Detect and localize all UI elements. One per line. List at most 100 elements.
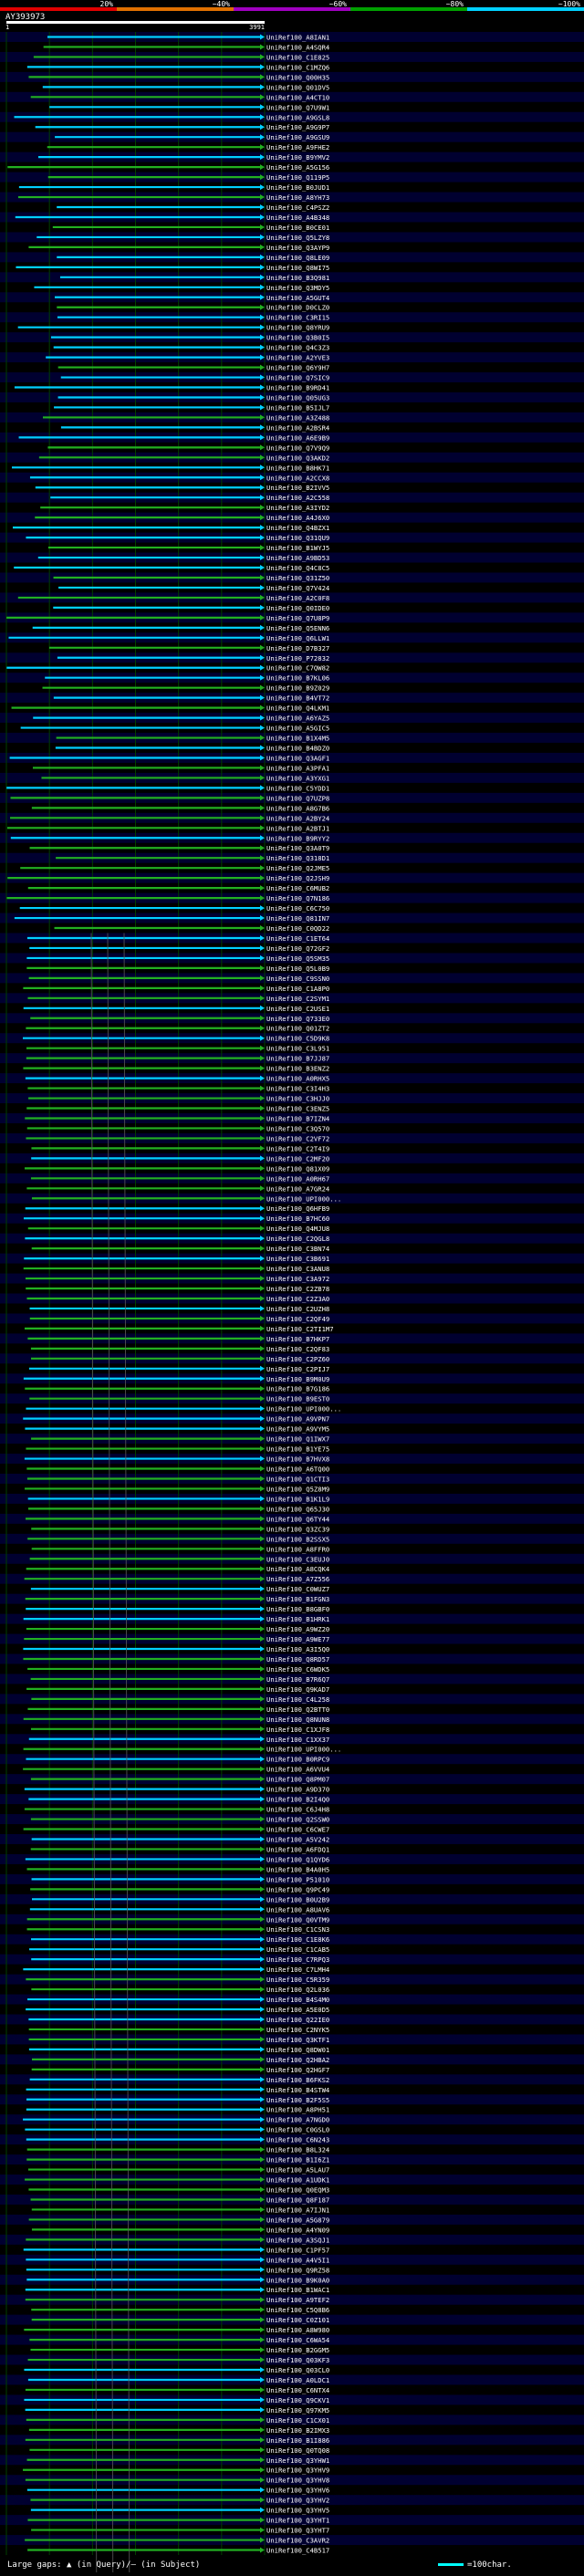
alignment-arrow	[260, 714, 265, 721]
alignment-arrow	[260, 2227, 265, 2233]
hit-label: UniRef100_B1I6Z1	[266, 2156, 329, 2164]
alignment-arrow	[260, 2357, 265, 2363]
hit-label: UniRef100_C2SYM1	[266, 995, 329, 1003]
hit-label: UniRef100_C2T4I9	[266, 1144, 329, 1152]
alignment-arrow	[260, 64, 265, 70]
row-band	[0, 151, 584, 162]
alignment-arrow	[260, 2376, 265, 2383]
alignment-arrow	[260, 795, 265, 801]
hit-label: UniRef100_B7IZN4	[266, 1114, 329, 1122]
hit-label: UniRef100_C9SSN0	[266, 975, 329, 983]
hit-label: UniRef100_B7KL06	[266, 674, 329, 683]
alignment-arrow	[260, 815, 265, 821]
alignment-arrow	[260, 264, 265, 270]
hit-label: UniRef100_A9TEF2	[266, 2296, 329, 2304]
hit-label: UniRef100_B2I4Q0	[266, 1796, 329, 1804]
alignment-arrow	[260, 825, 265, 831]
hit-label: UniRef100_B2GGM5	[266, 2346, 329, 2354]
alignment-arrow	[260, 1546, 265, 1552]
alignment-arrow	[260, 574, 265, 580]
row-band	[0, 1914, 584, 1924]
hit-label: UniRef100_A8G7B6	[266, 804, 329, 812]
alignment-arrow	[260, 2166, 265, 2173]
row-band	[0, 532, 584, 543]
alignment-arrow	[260, 1616, 265, 1622]
alignment-arrow	[260, 1665, 265, 1672]
row-band	[0, 1033, 584, 1044]
row-band	[0, 2154, 584, 2165]
hit-label: UniRef100_A4B348	[266, 214, 329, 222]
alignment-arrow	[260, 1375, 265, 1382]
alignment-arrow	[260, 1035, 265, 1041]
row-band	[0, 2195, 584, 2205]
scale-bar	[438, 2563, 464, 2566]
hit-label: UniRef100_Q3AKD2	[266, 454, 329, 462]
hit-label: UniRef100_Q7SIC9	[266, 374, 329, 382]
hit-label: UniRef100_A8FFR0	[266, 1545, 329, 1553]
query-ruler	[6, 21, 265, 24]
row-band	[0, 472, 584, 483]
alignment-arrow	[260, 1926, 265, 1933]
row-band	[0, 993, 584, 1004]
row-band	[0, 632, 584, 643]
alignment-arrow	[260, 2406, 265, 2413]
row-band	[0, 1834, 584, 1844]
hit-label: UniRef100_Q733E0	[266, 1015, 329, 1023]
alignment-arrow	[260, 374, 265, 381]
alignment-arrow	[260, 1105, 265, 1111]
alignment-arrow	[260, 745, 265, 751]
hit-label: UniRef100_A5GUT4	[266, 294, 329, 302]
alignment-arrow	[260, 1836, 265, 1842]
alignment-arrow	[260, 1536, 265, 1542]
row-band	[0, 1794, 584, 1805]
alignment-arrow	[260, 1425, 265, 1432]
hit-label: UniRef100_C1XX37	[266, 1736, 329, 1744]
hit-label: UniRef100_C3A972	[266, 1275, 329, 1283]
hit-label: UniRef100_C1CAB5	[266, 1945, 329, 1954]
hit-label: UniRef100_A5G156	[266, 163, 329, 172]
alignment-arrow	[260, 2537, 265, 2543]
hit-label: UniRef100_B3ENZ2	[266, 1065, 329, 1073]
hit-label: UniRef100_UPI000...	[266, 1746, 341, 1754]
alignment-arrow	[260, 1005, 265, 1011]
hit-label: UniRef100_B5IJL7	[266, 403, 329, 412]
alignment-arrow	[260, 444, 265, 451]
hit-label: UniRef100_Q7U8P9	[266, 614, 329, 622]
hit-label: UniRef100_C7RPQ3	[266, 1955, 329, 1964]
hit-label: UniRef100_B9EST0	[266, 1395, 329, 1403]
row-band	[0, 172, 584, 183]
hit-label: UniRef100_C1E825	[266, 53, 329, 61]
row-band	[0, 2274, 584, 2285]
alignment-arrow	[260, 1155, 265, 1162]
row-band	[0, 1253, 584, 1264]
hit-label: UniRef100_C2USE1	[266, 1005, 329, 1013]
hit-label: UniRef100_D7B327	[266, 644, 329, 652]
alignment-arrow	[260, 2086, 265, 2092]
alignment-arrow	[260, 224, 265, 230]
alignment-arrow	[260, 84, 265, 90]
hit-label: UniRef100_C2QF49	[266, 1315, 329, 1323]
hit-label: UniRef100_A6TQ00	[266, 1465, 329, 1474]
alignment-arrow	[260, 2396, 265, 2403]
hit-label: UniRef100_C5R359	[266, 1976, 329, 1984]
alignment-arrow	[260, 644, 265, 651]
alignment-arrow	[260, 1455, 265, 1462]
hit-label: UniRef100_B7HC60	[266, 1215, 329, 1223]
alignment-arrow	[260, 44, 265, 50]
hit-label: UniRef100_Q03KF3	[266, 2356, 329, 2364]
alignment-arrow	[260, 895, 265, 902]
alignment-arrow	[260, 254, 265, 260]
hit-label: UniRef100_A4YN09	[266, 2226, 329, 2234]
hit-label: UniRef100_B8GBF0	[266, 1605, 329, 1613]
alignment-arrow	[260, 1956, 265, 1963]
alignment-arrow	[260, 1806, 265, 1812]
hit-label: UniRef100_B1X4M5	[266, 735, 329, 743]
row-band	[0, 552, 584, 563]
hit-label: UniRef100_B2F5S5	[266, 2096, 329, 2104]
alignment-arrow	[260, 1726, 265, 1732]
alignment-arrow	[260, 915, 265, 922]
row-band	[0, 272, 584, 283]
alignment-arrow	[260, 184, 265, 191]
hit-label: UniRef100_A0LDC1	[266, 2376, 329, 2384]
alignment-arrow	[260, 2156, 265, 2163]
